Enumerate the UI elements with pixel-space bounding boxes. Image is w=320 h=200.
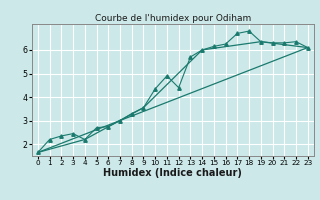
X-axis label: Humidex (Indice chaleur): Humidex (Indice chaleur) xyxy=(103,168,242,178)
Title: Courbe de l'humidex pour Odiham: Courbe de l'humidex pour Odiham xyxy=(95,14,251,23)
